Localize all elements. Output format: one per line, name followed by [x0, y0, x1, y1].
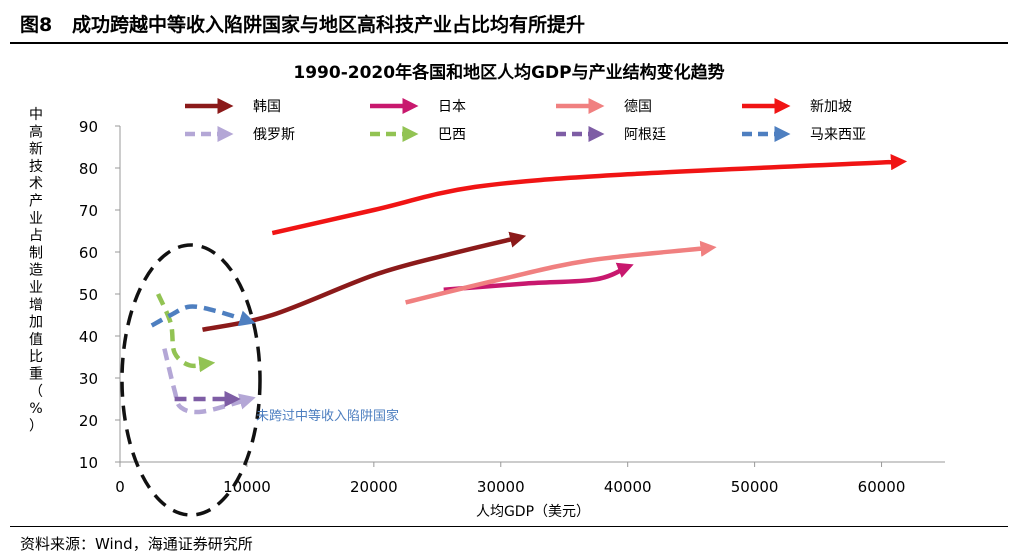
y-axis-label-char: 高 — [29, 123, 43, 140]
y-axis-label-char: 重 — [29, 367, 43, 383]
y-axis-label-char: 值 — [29, 332, 43, 348]
y-tick-label: 50 — [79, 286, 98, 304]
y-axis-label-char: 比 — [29, 349, 43, 365]
y-axis-label-char: 技 — [29, 159, 43, 175]
bottom-rule — [10, 526, 1008, 527]
annotation-middle-income-trap: 未跨过中等收入陷阱国家 — [256, 408, 399, 424]
y-tick-label: 30 — [79, 370, 98, 388]
x-tick-label: 10000 — [223, 478, 271, 496]
series-line-4 — [271, 154, 908, 236]
y-axis-label-char: 加 — [29, 315, 43, 331]
y-axis-label-char: 业 — [29, 211, 43, 227]
y-axis-label-char: 新 — [29, 142, 43, 158]
y-tick-label: 90 — [79, 118, 98, 136]
x-tick-label: 30000 — [477, 478, 525, 496]
top-rule — [10, 42, 1008, 44]
y-axis-label-char: 业 — [29, 280, 43, 296]
legend-label-2: 日本 — [438, 99, 466, 115]
legend-label-7: 阿根廷 — [624, 127, 666, 143]
y-axis-label-char: （ — [29, 384, 43, 400]
y-axis-label-char: ） — [29, 418, 43, 434]
x-axis-label: 人均GDP（美元） — [476, 504, 590, 520]
y-tick-label: 80 — [79, 160, 98, 178]
x-tick-label: 0 — [115, 478, 125, 496]
y-axis-label-char: % — [29, 401, 42, 417]
y-tick-label: 20 — [79, 412, 98, 430]
highlight-ellipse — [120, 243, 262, 517]
series-line-8 — [150, 304, 256, 328]
y-axis-label-char: 产 — [29, 194, 43, 210]
series-line-3 — [405, 240, 717, 305]
y-axis-label-char: 中 — [29, 107, 43, 123]
figure-header: 图8 成功跨越中等收入陷阱国家与地区高科技产业占比均有所提升 — [0, 0, 1018, 48]
y-tick-label: 40 — [79, 328, 98, 346]
y-tick-label: 70 — [79, 202, 98, 220]
source-note: 资料来源：Wind，海通证券研究所 — [20, 535, 253, 553]
legend-label-5: 俄罗斯 — [253, 127, 295, 143]
y-axis-label-char: 增 — [29, 297, 43, 313]
series-line-6 — [156, 293, 216, 373]
legend-label-4: 新加坡 — [810, 99, 852, 115]
figure-caption: 成功跨越中等收入陷阱国家与地区高科技产业占比均有所提升 — [72, 14, 586, 36]
y-axis-label-char: 占 — [29, 228, 43, 244]
chart-title: 1990-2020年各国和地区人均GDP与产业结构变化趋势 — [293, 62, 724, 83]
y-axis-label-char: 造 — [29, 263, 43, 279]
figure-number: 图8 — [20, 14, 53, 36]
y-tick-label: 10 — [79, 454, 98, 472]
legend-label-8: 马来西亚 — [810, 127, 866, 143]
chart: 1990-2020年各国和地区人均GDP与产业结构变化趋势 韩国 日本 德国 新加坡俄… — [0, 44, 1018, 526]
series-line-5 — [162, 348, 256, 415]
legend-label-3: 德国 — [624, 99, 652, 115]
y-tick-label: 60 — [79, 244, 98, 262]
series-group — [150, 154, 908, 415]
y-axis-label-char: 术 — [29, 176, 43, 192]
legend-label-1: 韩国 — [253, 99, 281, 115]
x-tick-label: 60000 — [858, 478, 906, 496]
x-tick-label: 20000 — [350, 478, 398, 496]
x-tick-label: 40000 — [604, 478, 652, 496]
y-axis-label-char: 制 — [29, 245, 43, 261]
axes: 10 20 30 40 50 60 70 80 90 0 10000 20000 30000 40000 5… — [79, 118, 945, 496]
legend-label-6: 巴西 — [438, 127, 466, 143]
x-tick-label: 50000 — [731, 478, 779, 496]
